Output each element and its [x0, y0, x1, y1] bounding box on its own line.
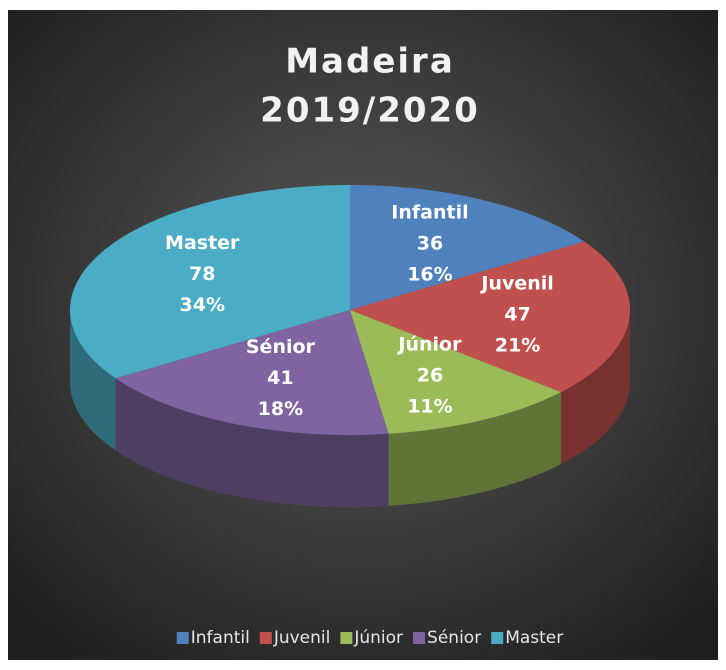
legend-label: Master	[505, 628, 563, 648]
data-label-name: Sénior	[246, 336, 316, 358]
data-label-name: Júnior	[396, 333, 462, 355]
legend-label: Infantil	[191, 628, 250, 648]
data-label-name: Master	[165, 232, 240, 254]
data-label-name: Juvenil	[479, 273, 553, 295]
data-label-value: 26	[417, 364, 443, 386]
data-label-percent: 16%	[407, 264, 452, 286]
legend-label: Juvenil	[273, 628, 331, 648]
legend-swatch	[340, 632, 353, 644]
data-label-value: 47	[504, 304, 530, 326]
data-label-percent: 11%	[407, 395, 452, 417]
pie-slice	[115, 310, 389, 435]
data-label-percent: 18%	[258, 398, 303, 420]
pie-side	[115, 378, 389, 507]
legend-swatch	[176, 632, 189, 644]
pie-side	[561, 310, 630, 465]
legend-label: Sénior	[427, 628, 481, 648]
legend-label: Júnior	[353, 628, 403, 648]
pie-slice	[350, 185, 585, 310]
legend-swatch	[491, 632, 504, 644]
legend-swatch	[259, 632, 272, 644]
pie-slice	[350, 310, 562, 434]
data-label-percent: 21%	[495, 335, 540, 357]
pie-side	[70, 310, 116, 451]
data-label-value: 78	[189, 263, 215, 285]
pie-side	[388, 392, 562, 506]
data-label-name: Infantil	[391, 202, 468, 224]
data-label-value: 41	[267, 367, 293, 389]
chart-title: Madeira	[285, 42, 455, 82]
data-label-value: 36	[417, 233, 443, 255]
data-label-percent: 34%	[180, 294, 225, 316]
pie-slice	[70, 185, 350, 379]
legend-swatch	[413, 632, 426, 644]
pie-slice	[350, 241, 630, 393]
chart-title: 2019/2020	[260, 91, 480, 131]
